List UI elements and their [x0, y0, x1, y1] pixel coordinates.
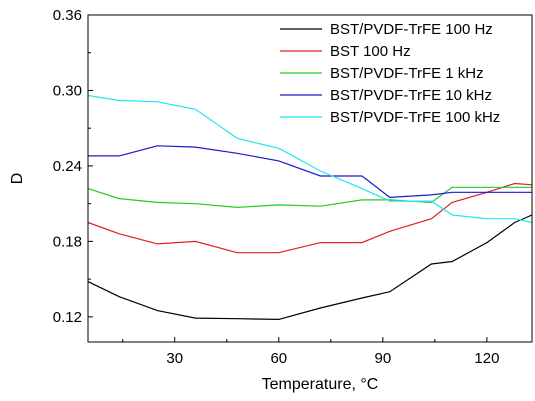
ticks-layer: 30 60 90 120 0.12 0.18 0.24 0.30 0.36	[53, 7, 500, 367]
x-tick-label: 90	[375, 350, 392, 367]
legend-label-3: BST/PVDF-TrFE 1 kHz	[330, 65, 484, 82]
legend: BST/PVDF-TrFE 100 Hz BST 100 Hz BST/PVDF-T…	[280, 21, 500, 126]
y-axis-title: D	[9, 173, 26, 185]
legend-label-2: BST 100 Hz	[330, 43, 411, 60]
x-tick-label: 30	[166, 350, 183, 367]
y-tick-label: 0.12	[53, 309, 82, 326]
y-tick-label: 0.30	[53, 82, 82, 99]
y-tick-label: 0.24	[53, 158, 82, 175]
y-tick-label: 0.36	[53, 7, 82, 24]
x-tick-label: 60	[270, 350, 287, 367]
y-tick-label: 0.18	[53, 233, 82, 250]
x-tick-label: 120	[474, 350, 499, 367]
legend-label-4: BST/PVDF-TrFE 10 kHz	[330, 87, 492, 104]
series-line-4	[88, 145, 532, 199]
legend-label-1: BST/PVDF-TrFE 100 Hz	[330, 21, 493, 38]
plot-frame	[87, 14, 533, 343]
series-line-3	[87, 186, 532, 209]
legend-label-5: BST/PVDF-TrFE 100 kHz	[330, 109, 500, 126]
series-line-2	[87, 182, 533, 254]
series-line-5	[87, 94, 533, 224]
x-axis-title: Temperature, °C	[262, 376, 379, 393]
series-layer	[87, 94, 533, 321]
series-line-1	[87, 214, 533, 321]
